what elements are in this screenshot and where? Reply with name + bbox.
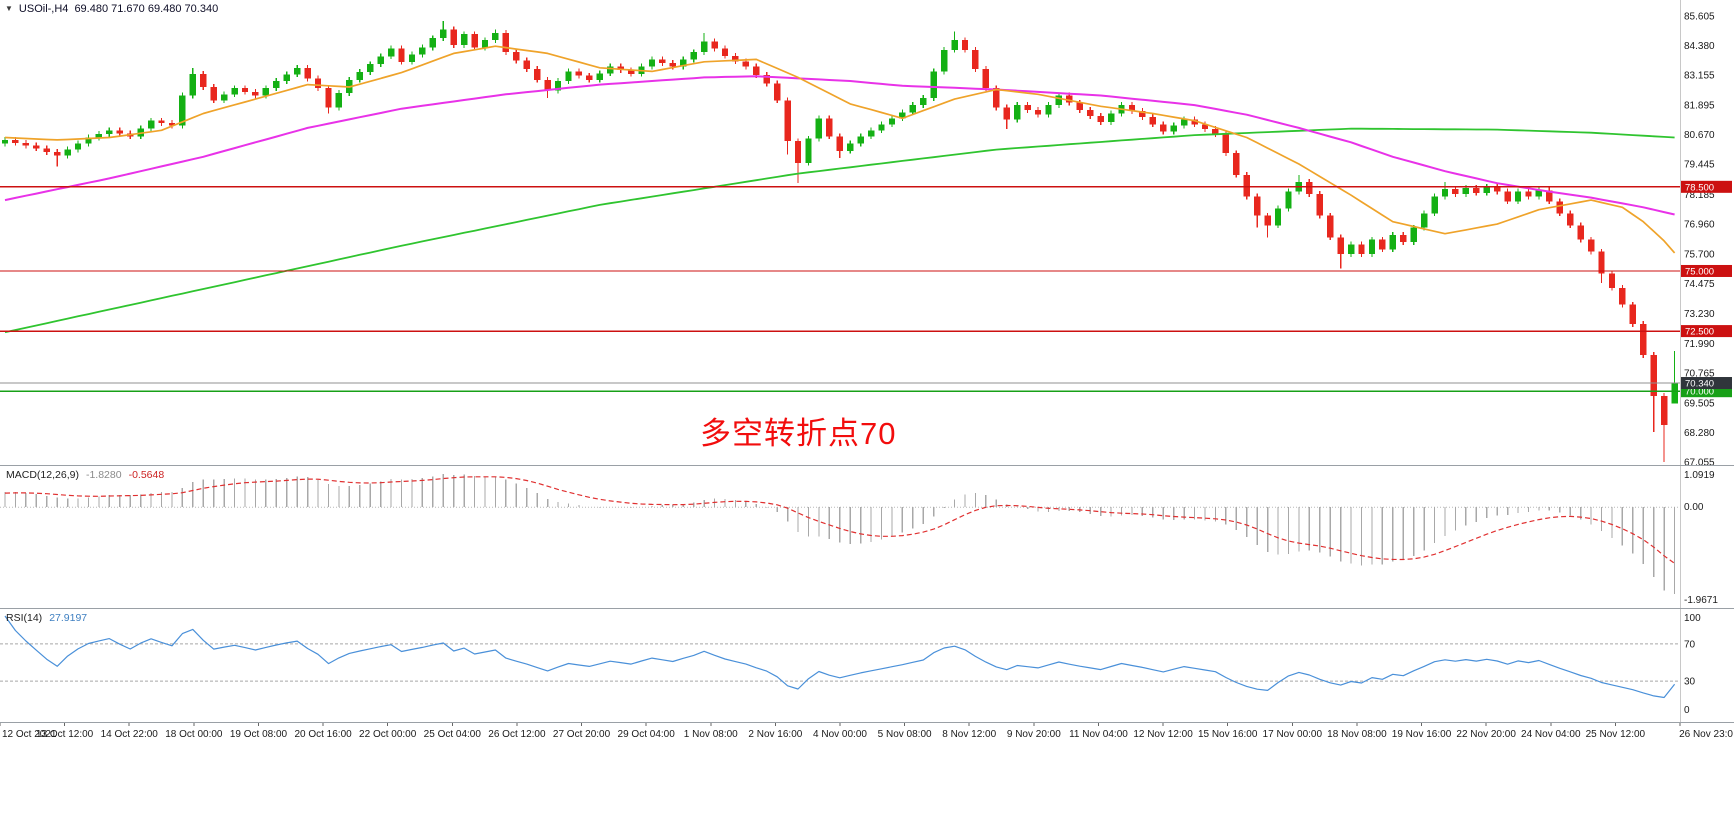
ma-fast-orange [4,45,1676,254]
svg-text:83.155: 83.155 [1684,70,1715,81]
svg-text:0.00: 0.00 [1684,502,1704,513]
rsi-indicator-label: RSI(14) 27.9197 [6,612,87,624]
svg-text:75.700: 75.700 [1684,250,1715,261]
svg-text:79.445: 79.445 [1684,160,1715,171]
price-axis[interactable]: 85.605 84.380 83.155 81.895 80.670 79.445 78.1… [1684,12,1715,466]
svg-text:81.895: 81.895 [1684,101,1715,112]
svg-text:67.055: 67.055 [1684,458,1715,466]
macd-canvas[interactable]: 1.0919 0.00 -1.9671 [0,466,1734,608]
price-chart-panel: 85.605 84.380 83.155 81.895 80.670 79.445 78.1… [0,0,1734,465]
trend-annotation-text[interactable]: 多空转折点70 [700,416,897,451]
svg-text:100: 100 [1684,613,1701,624]
svg-text:75.000: 75.000 [1685,266,1714,277]
svg-text:13 Oct 12:00: 13 Oct 12:00 [36,729,94,740]
svg-text:22 Oct 00:00: 22 Oct 00:00 [359,729,417,740]
svg-text:9 Nov 20:00: 9 Nov 20:00 [1007,729,1061,740]
svg-text:24 Nov 04:00: 24 Nov 04:00 [1521,729,1581,740]
svg-text:18 Nov 08:00: 18 Nov 08:00 [1327,729,1387,740]
rsi-indicator-panel: 100 70 30 0 RSI(14) 27.9197 [0,608,1734,722]
svg-text:26 Oct 12:00: 26 Oct 12:00 [488,729,546,740]
price-chart-canvas[interactable]: 85.605 84.380 83.155 81.895 80.670 79.445 78.1… [0,0,1734,465]
svg-text:30: 30 [1684,677,1696,688]
svg-text:25 Nov 12:00: 25 Nov 12:00 [1586,729,1646,740]
svg-text:68.280: 68.280 [1684,428,1715,439]
candles-layer [1,20,1678,462]
svg-text:74.475: 74.475 [1684,279,1715,290]
svg-text:78.185: 78.185 [1684,190,1715,201]
svg-text:4 Nov 00:00: 4 Nov 00:00 [813,729,867,740]
svg-text:73.230: 73.230 [1684,309,1715,320]
rsi-axis[interactable]: 100 70 30 0 [1684,613,1701,716]
svg-text:70.000: 70.000 [1685,387,1714,398]
svg-text:0: 0 [1684,705,1690,716]
svg-text:85.605: 85.605 [1684,12,1715,23]
svg-text:70.765: 70.765 [1684,368,1715,379]
svg-text:84.380: 84.380 [1684,41,1715,52]
svg-text:2 Nov 16:00: 2 Nov 16:00 [748,729,802,740]
svg-text:15 Nov 16:00: 15 Nov 16:00 [1198,729,1258,740]
svg-text:1 Nov 08:00: 1 Nov 08:00 [684,729,738,740]
time-axis[interactable]: 12 Oct 2021 13 Oct 12:00 14 Oct 22:00 18 Oc… [0,722,1734,744]
rsi-value: 27.9197 [49,612,88,624]
svg-text:71.990: 71.990 [1684,339,1715,350]
svg-text:80.670: 80.670 [1684,130,1715,141]
macd-signal-value: -0.5648 [128,469,165,481]
svg-text:11 Nov 04:00: 11 Nov 04:00 [1069,729,1128,740]
rsi-canvas[interactable]: 100 70 30 0 [0,609,1734,722]
rsi-line [4,615,1676,699]
level-lines[interactable] [0,186,1680,392]
svg-text:26 Nov 23:0: 26 Nov 23:0 [1679,729,1733,740]
chart-title: ▼ USOil-,H4 69.480 71.670 69.480 70.340 [5,3,218,15]
svg-text:25 Oct 04:00: 25 Oct 04:00 [424,729,482,740]
svg-text:69.505: 69.505 [1684,399,1715,410]
svg-text:-1.9671: -1.9671 [1684,595,1718,606]
svg-text:72.500: 72.500 [1685,327,1714,338]
macd-name: MACD(12,26,9) [6,469,79,481]
macd-signal-line [4,476,1675,564]
svg-text:12 Nov 12:00: 12 Nov 12:00 [1133,729,1193,740]
svg-text:12 Oct 2021: 12 Oct 2021 [2,729,57,740]
svg-text:22 Nov 20:00: 22 Nov 20:00 [1456,729,1516,740]
svg-text:19 Oct 08:00: 19 Oct 08:00 [230,729,288,740]
svg-text:29 Oct 04:00: 29 Oct 04:00 [618,729,676,740]
svg-text:17 Nov 00:00: 17 Nov 00:00 [1263,729,1323,740]
macd-histogram [4,474,1676,594]
svg-text:78.500: 78.500 [1685,182,1714,193]
svg-text:27 Oct 20:00: 27 Oct 20:00 [553,729,611,740]
macd-indicator-label: MACD(12,26,9) -1.8280 -0.5648 [6,469,164,481]
chart-ohlc-values: 69.480 71.670 69.480 70.340 [74,3,219,15]
macd-indicator-panel: 1.0919 0.00 -1.9671 MACD(12,26,9) -1.8280 … [0,465,1734,608]
macd-main-value: -1.8280 [85,469,122,481]
macd-axis[interactable]: 1.0919 0.00 -1.9671 [1684,470,1718,606]
svg-text:8 Nov 12:00: 8 Nov 12:00 [942,729,996,740]
svg-text:19 Nov 16:00: 19 Nov 16:00 [1392,729,1452,740]
svg-text:18 Oct 00:00: 18 Oct 00:00 [165,729,223,740]
svg-text:20 Oct 16:00: 20 Oct 16:00 [294,729,352,740]
svg-text:5 Nov 08:00: 5 Nov 08:00 [878,729,932,740]
ma-mid-magenta [4,75,1675,216]
svg-text:14 Oct 22:00: 14 Oct 22:00 [101,729,159,740]
svg-text:1.0919: 1.0919 [1684,470,1715,481]
svg-text:70.340: 70.340 [1685,379,1714,390]
svg-text:76.960: 76.960 [1684,219,1715,230]
symbol-dropdown-icon[interactable]: ▼ [5,4,13,13]
rsi-name: RSI(14) [6,612,43,624]
chart-symbol-label: USOil-,H4 [18,3,69,15]
svg-text:70: 70 [1684,639,1696,650]
